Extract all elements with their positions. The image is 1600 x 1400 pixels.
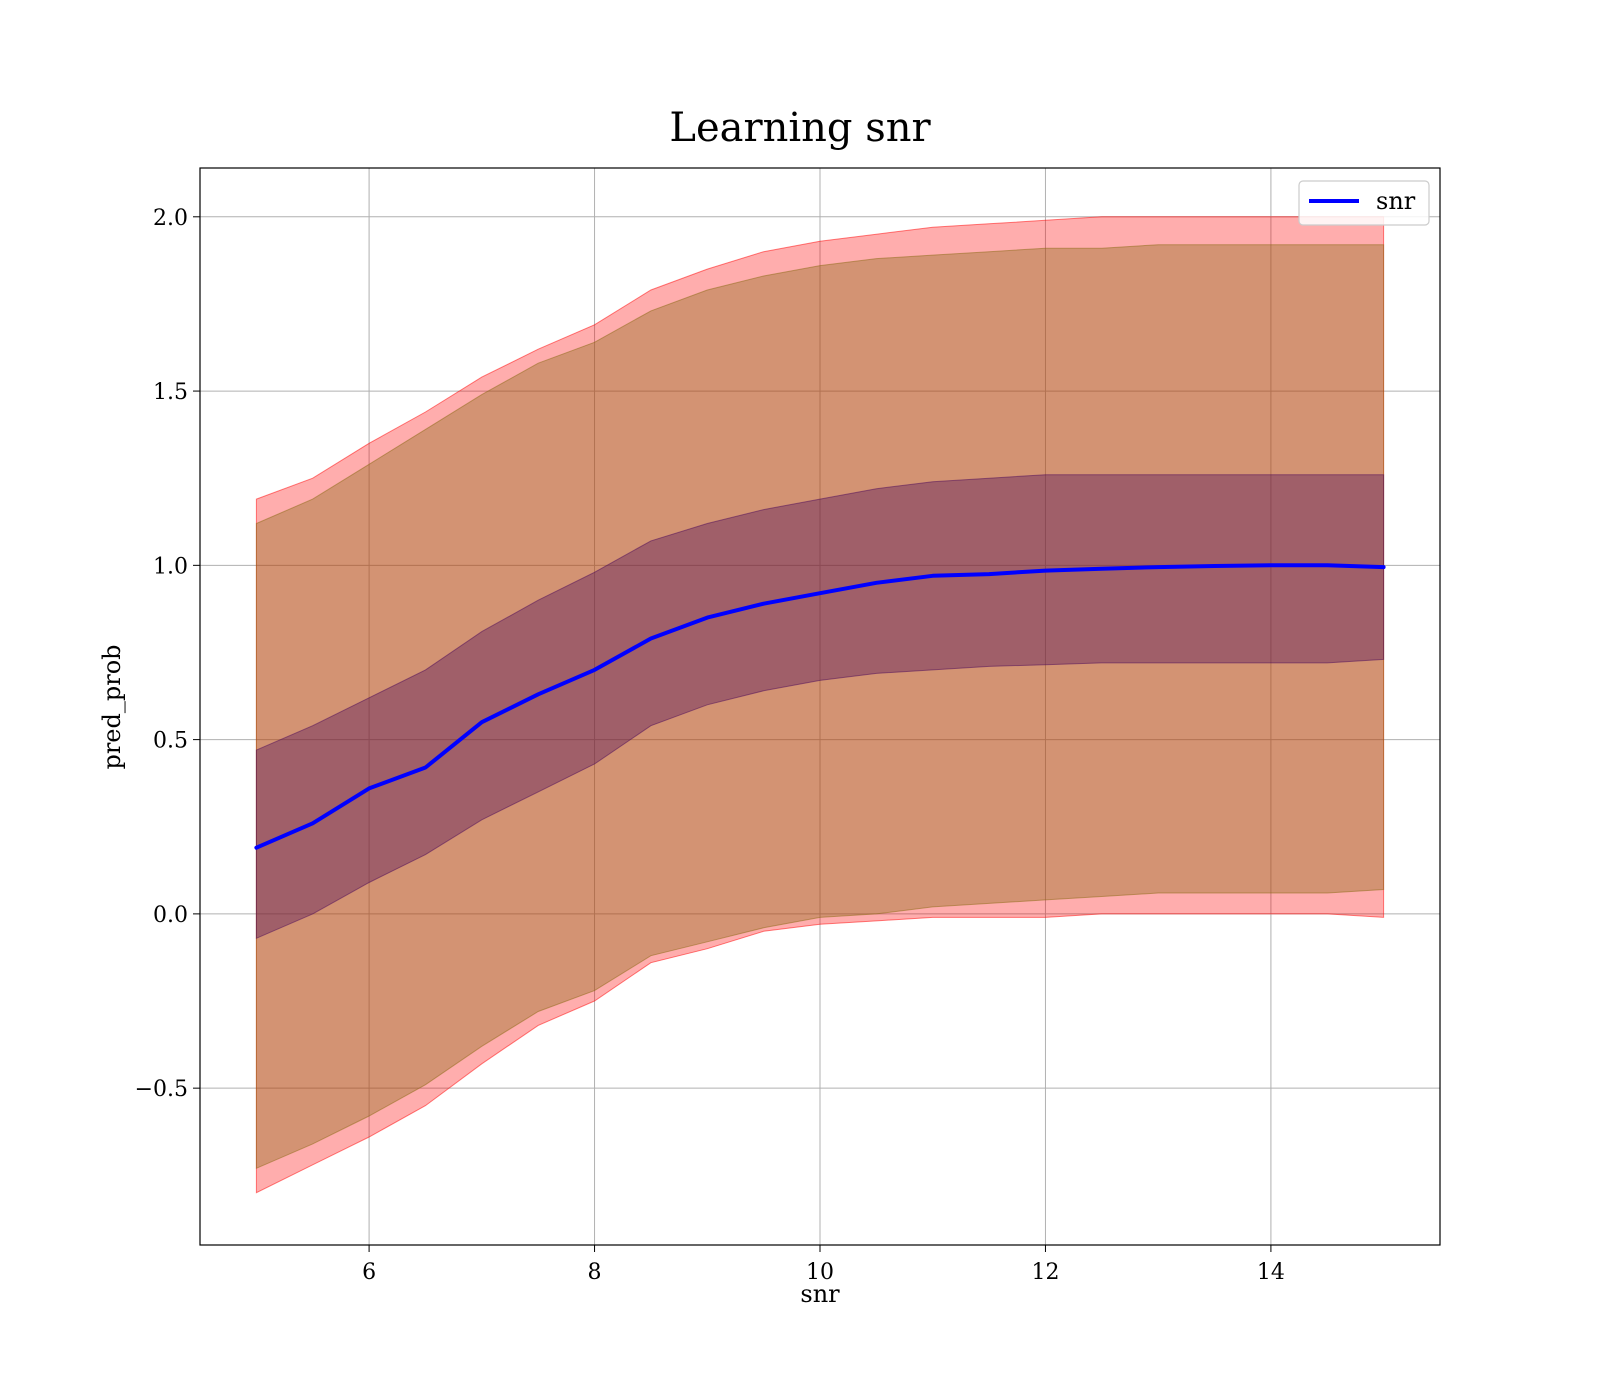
x-axis-label: snr xyxy=(800,1280,840,1308)
legend: snr xyxy=(1298,180,1430,226)
series-lines xyxy=(254,563,1386,850)
x-tick-label: 10 xyxy=(806,1260,834,1285)
y-tick-label: 2.0 xyxy=(153,206,188,231)
y-tick-label: 0.5 xyxy=(153,729,188,754)
legend-box xyxy=(1298,180,1430,226)
band-1 xyxy=(255,244,1385,1170)
band-2 xyxy=(255,474,1385,940)
x-tick-label: 8 xyxy=(588,1260,602,1285)
y-axis-ticks: −0.5 0.0 0.5 1.0 1.5 2.0 xyxy=(135,206,200,1102)
x-tick-label: 12 xyxy=(1031,1260,1059,1285)
confidence-bands xyxy=(255,216,1385,1194)
y-tick-label: 0.0 xyxy=(153,903,188,928)
y-tick-label: −0.5 xyxy=(135,1077,188,1102)
y-tick-label: 1.5 xyxy=(153,380,188,405)
band-0 xyxy=(255,216,1385,1194)
y-axis-label: pred_prob xyxy=(98,644,126,769)
x-axis-ticks: 6 8 10 12 14 xyxy=(362,1245,1285,1285)
legend-label-snr: snr xyxy=(1376,187,1416,215)
chart-title: Learning snr xyxy=(669,105,931,151)
x-tick-label: 6 xyxy=(362,1260,376,1285)
series-line-snr xyxy=(254,563,1386,850)
x-tick-label: 14 xyxy=(1257,1260,1285,1285)
y-tick-label: 1.0 xyxy=(153,554,188,579)
